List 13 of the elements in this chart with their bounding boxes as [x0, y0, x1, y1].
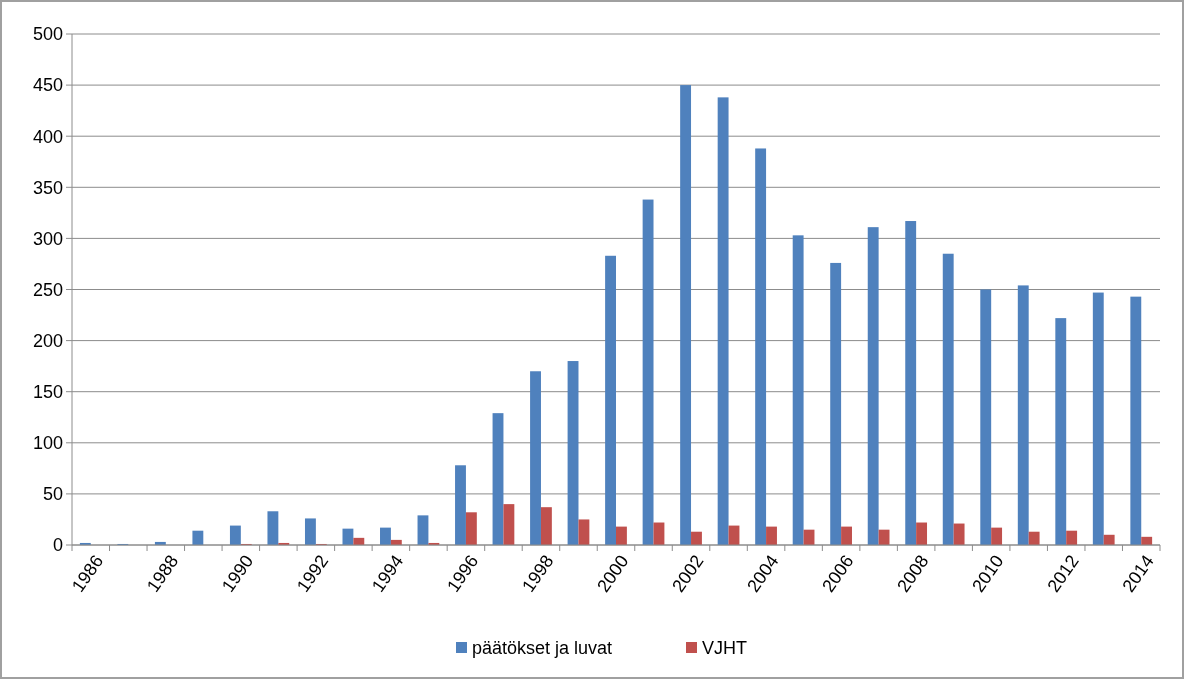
- y-tick-label: 350: [32, 177, 63, 198]
- y-tick-label: 150: [32, 382, 63, 402]
- y-tick-label: 250: [32, 279, 63, 300]
- y-tick-label: 500: [32, 24, 63, 45]
- legend-label: päätökset ja luvat: [472, 638, 613, 659]
- y-tick-label: 100: [32, 433, 63, 454]
- y-tick-label: 200: [32, 330, 63, 351]
- y-tick-label: 400: [32, 126, 63, 147]
- y-tick-label: 0: [52, 535, 63, 556]
- y-tick-label: 50: [42, 484, 63, 505]
- y-tick-label: 300: [32, 228, 63, 249]
- legend-label: VJHT: [702, 638, 747, 659]
- y-tick-label: 450: [32, 75, 63, 96]
